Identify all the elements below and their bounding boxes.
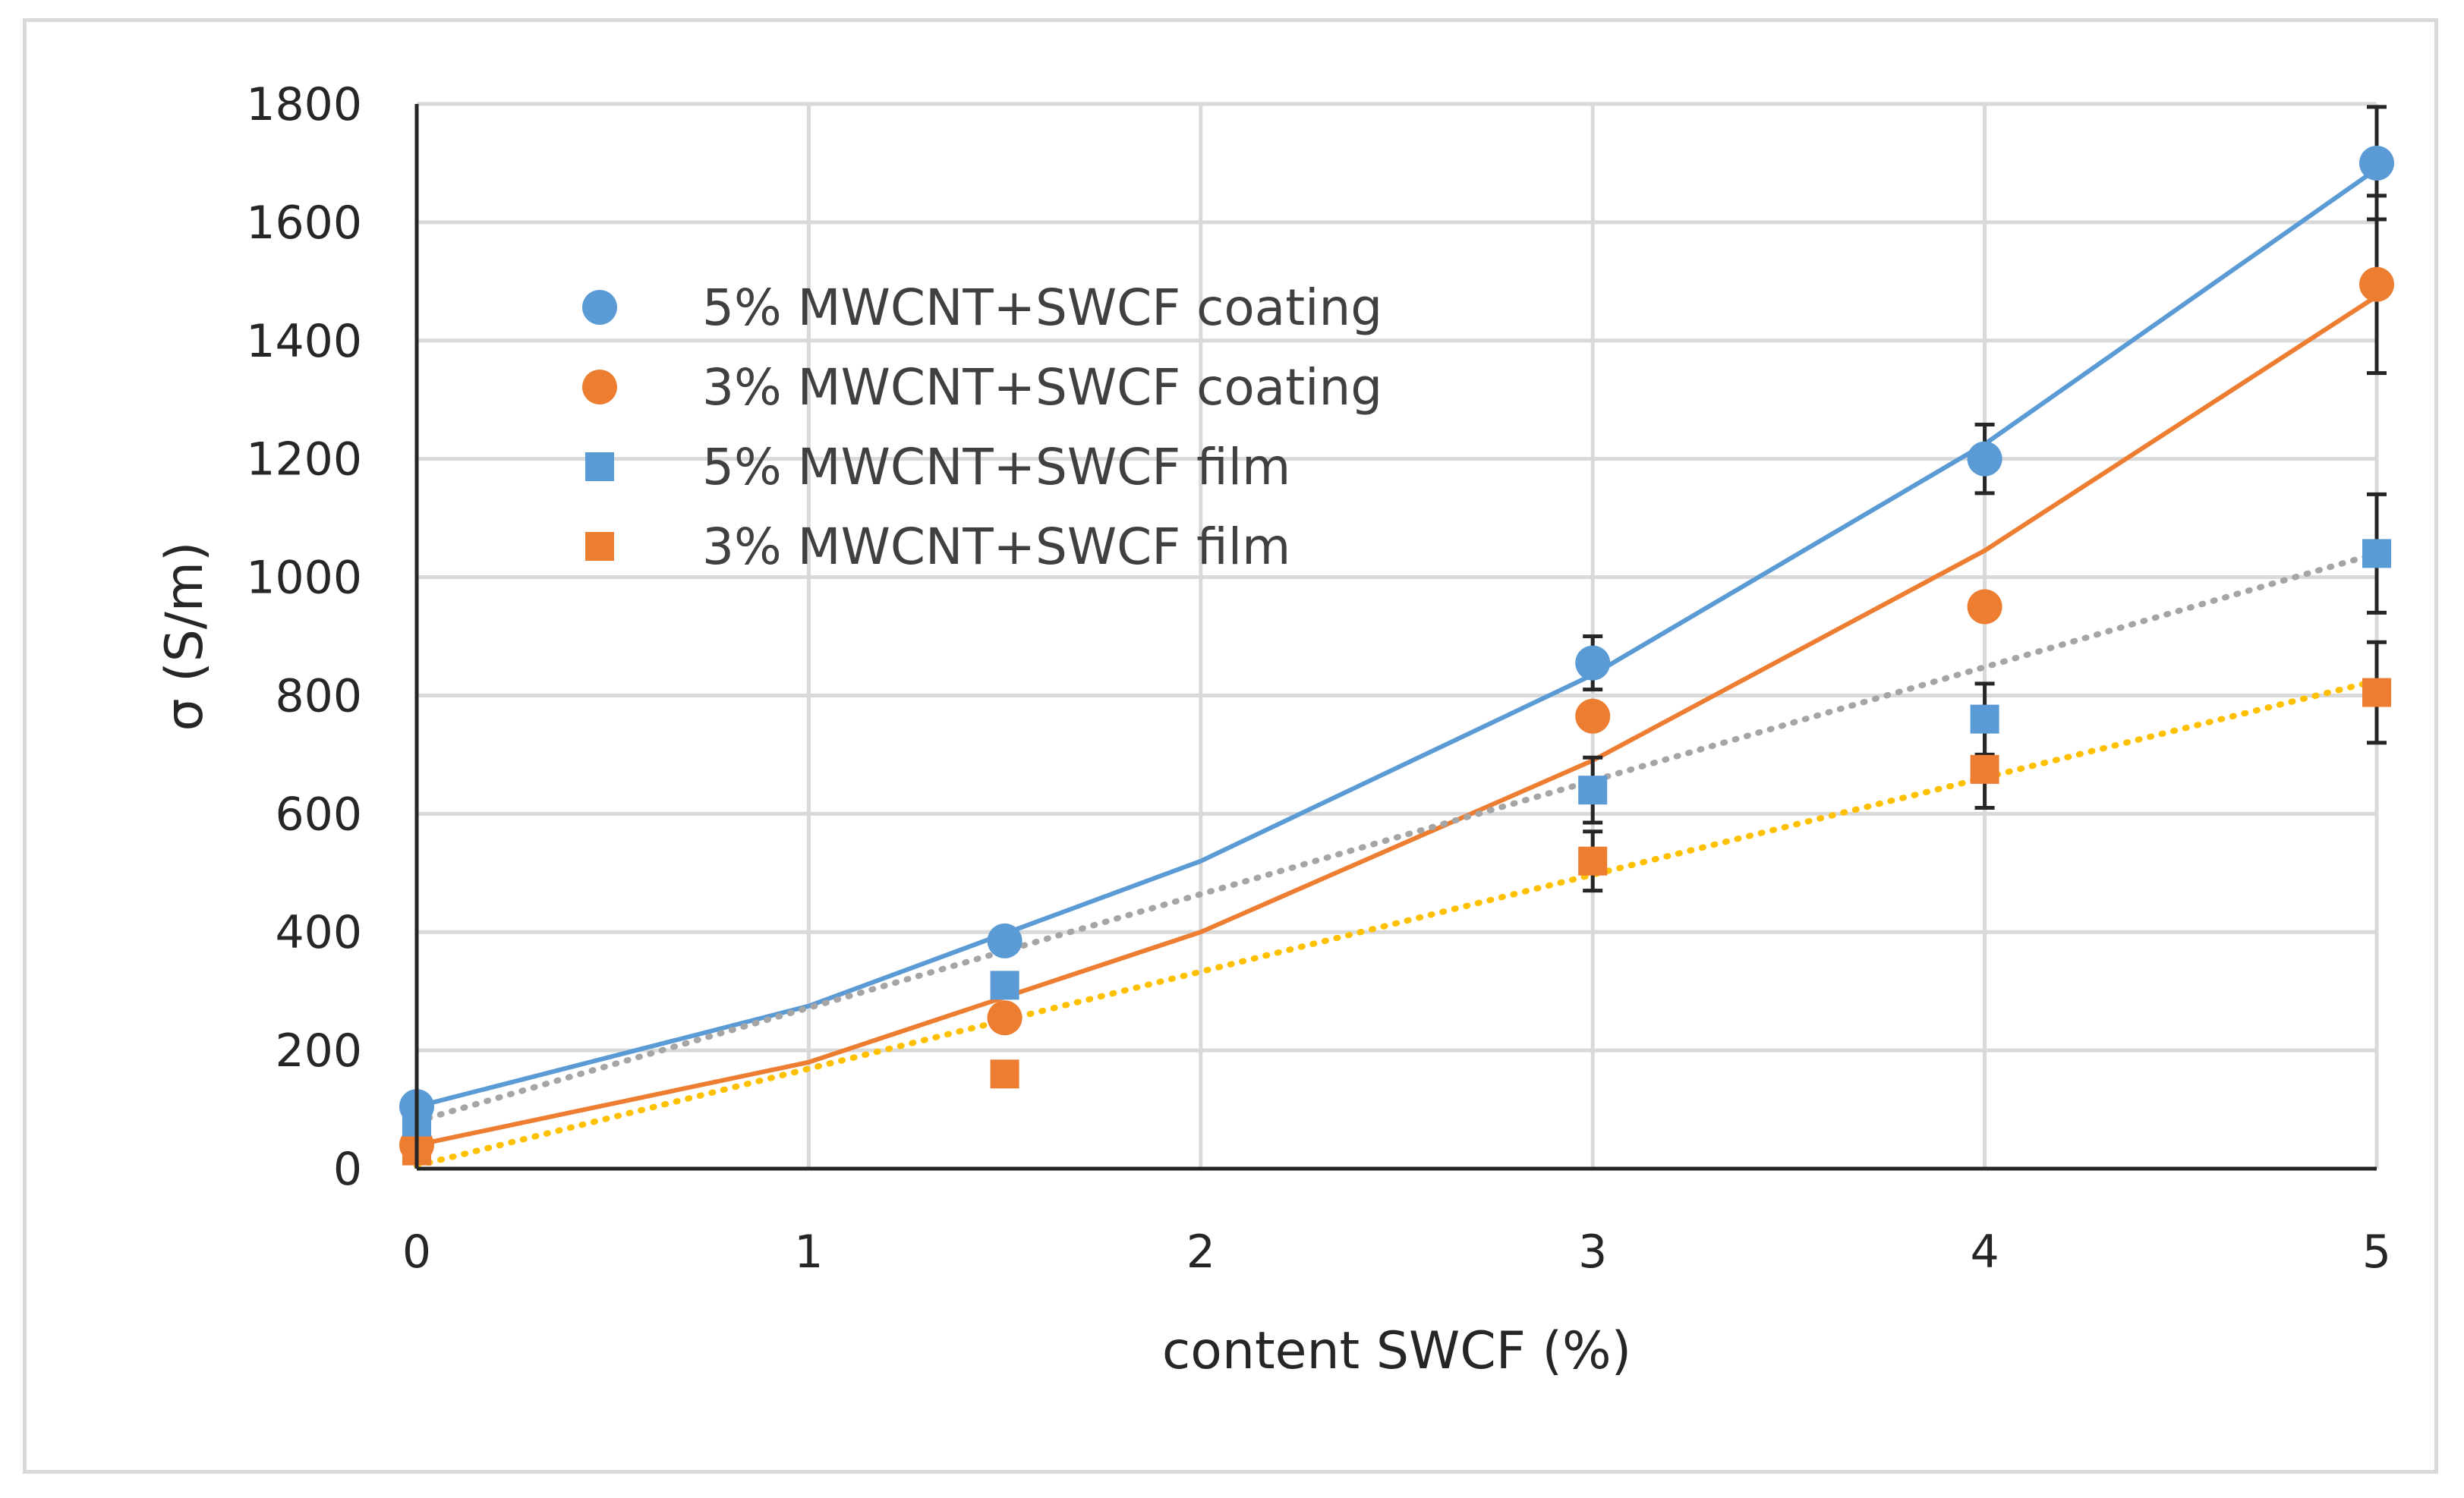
trendline-series-3 [414,550,2380,1125]
legend-label-4: 3% MWCNT+SWCF film [702,518,1290,576]
y-tick-label-400: 400 [275,906,362,959]
data-points [399,145,2394,1166]
legend-label-1: 5% MWCNT+SWCF coating [702,279,1382,337]
x-tick-label-0: 0 [402,1226,431,1279]
point-series-1-4 [1967,441,2002,477]
chart-frame [23,18,2438,1474]
x-tick-label-1: 1 [794,1226,823,1279]
y-tick-label-1000: 1000 [246,552,362,605]
point-series-2-5 [2359,266,2394,302]
point-series-4-2 [990,1059,1019,1089]
y-tick-label-600: 600 [275,788,362,841]
point-series-3-3 [1578,776,1608,805]
legend-marker-1 [582,290,617,325]
point-series-1-2 [987,923,1022,958]
point-series-4-5 [2362,678,2391,707]
legend-marker-2 [582,370,617,404]
point-series-2-2 [987,1000,1022,1036]
y-tick-label-200: 200 [275,1024,362,1078]
x-tick-label-2: 2 [1186,1226,1215,1279]
point-series-3-5 [2362,539,2391,568]
y-tick-label-0: 0 [333,1143,362,1196]
point-series-4-3 [1578,846,1608,876]
trendlines [414,166,2380,1169]
legend-marker-3 [585,452,614,481]
x-tick-label-4: 4 [1971,1226,1999,1279]
legend: 5% MWCNT+SWCF coating 3% MWCNT+SWCF coati… [582,279,1382,576]
point-series-3-2 [990,971,1019,1000]
point-series-1-3 [1575,645,1611,681]
trendline-series-4 [414,677,2380,1169]
y-tick-label-1800: 1800 [246,78,362,131]
trendline-series-1 [414,166,2379,1109]
trendline-series-2 [414,294,2379,1147]
legend-label-3: 5% MWCNT+SWCF film [702,438,1290,496]
y-tick-label-1600: 1600 [246,197,362,250]
point-series-4-4 [1970,754,1999,784]
y-tick-label-1400: 1400 [246,315,362,368]
x-axis-title: content SWCF (%) [1162,1321,1631,1381]
point-series-2-3 [1575,698,1611,734]
y-tick-label-1200: 1200 [246,433,362,486]
legend-marker-4 [585,532,614,561]
point-series-1-5 [2359,145,2394,181]
tick-labels: 0 200 400 600 800 1000 1200 1400 1600 1800 0 1 2 3 4 5 [246,78,2391,1279]
x-tick-label-3: 3 [1578,1226,1607,1279]
y-axis-title: σ (S/m) [155,541,215,731]
point-series-2-4 [1967,589,2002,625]
x-tick-label-5: 5 [2362,1226,2391,1279]
y-tick-label-800: 800 [275,669,362,722]
legend-label-2: 3% MWCNT+SWCF coating [702,358,1382,417]
axes [414,104,2377,1171]
point-series-3-4 [1970,704,1999,734]
